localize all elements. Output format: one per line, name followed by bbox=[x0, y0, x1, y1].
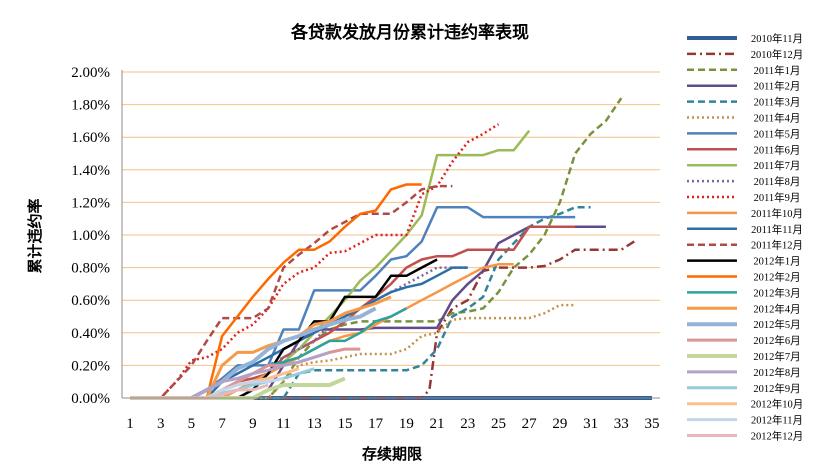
legend-label: 2012年8月 bbox=[753, 366, 800, 379]
x-tick-label: 31 bbox=[583, 416, 598, 432]
y-tick-label: 0.80% bbox=[71, 261, 110, 277]
x-tick-label: 5 bbox=[188, 416, 196, 432]
series-line-22 bbox=[130, 350, 331, 400]
legend-label: 2011年7月 bbox=[754, 159, 801, 172]
series-line-11 bbox=[130, 123, 500, 400]
legend-label: 2011年12月 bbox=[751, 239, 803, 252]
x-tick-label: 29 bbox=[552, 416, 567, 432]
series-line-16 bbox=[130, 183, 422, 400]
chart-title: 各贷款发放月份累计违约率表现 bbox=[290, 22, 529, 43]
legend-label: 2011年10月 bbox=[751, 207, 803, 220]
legend-label: 2012年4月 bbox=[753, 302, 800, 315]
y-tick-label: 1.80% bbox=[71, 98, 110, 114]
x-tick-label: 35 bbox=[645, 416, 660, 432]
x-tick-label: 1 bbox=[126, 416, 134, 432]
legend-label: 2012年9月 bbox=[753, 382, 800, 395]
x-tick-label: 3 bbox=[157, 416, 165, 432]
legend-label: 2011年5月 bbox=[754, 127, 801, 140]
legend-label: 2012年2月 bbox=[753, 271, 800, 284]
y-tick-label: 2.00% bbox=[71, 65, 110, 81]
legend-label: 2010年12月 bbox=[751, 48, 804, 61]
x-axis-ticks: 1 3 5 7 9 11 13 15 17 19 21 23 25 27 29 31 33 35 bbox=[126, 416, 659, 432]
x-tick-label: 7 bbox=[218, 416, 226, 432]
series-line-5 bbox=[130, 206, 591, 400]
y-tick-label: 0.00% bbox=[71, 391, 110, 407]
legend-label: 2011年4月 bbox=[754, 112, 801, 125]
y-tick-label: 0.20% bbox=[71, 358, 110, 374]
y-tick-label: 1.20% bbox=[71, 195, 110, 211]
y-axis-label: 累计违约率 bbox=[26, 198, 44, 273]
legend: 2010年11月 2010年12月 2011年1月 2011年2月 2011年3月 201… bbox=[687, 32, 803, 443]
legend-label: 2012年10月 bbox=[751, 398, 804, 411]
x-tick-label: 19 bbox=[399, 416, 414, 432]
x-tick-label: 11 bbox=[276, 416, 290, 432]
y-tick-label: 1.40% bbox=[71, 163, 110, 179]
series-line-14 bbox=[130, 184, 453, 400]
legend-label: 2012年3月 bbox=[753, 286, 800, 299]
x-axis-label: 存续期限 bbox=[362, 445, 422, 463]
legend-label: 2011年6月 bbox=[754, 143, 801, 156]
y-axis-ticks: 0.00% 0.20% 0.40% 0.60% 0.80% 1.00% 1.20% 1.40%… bbox=[71, 65, 110, 407]
x-tick-label: 21 bbox=[430, 416, 445, 432]
series-line-21 bbox=[130, 376, 346, 400]
y-tick-label: 1.00% bbox=[71, 228, 110, 244]
legend-label: 2011年9月 bbox=[754, 191, 801, 204]
x-tick-label: 9 bbox=[249, 416, 257, 432]
legend-label: 2011年11月 bbox=[751, 223, 803, 236]
x-tick-label: 23 bbox=[460, 416, 475, 432]
legend-label: 2012年6月 bbox=[753, 334, 800, 347]
series-line-8 bbox=[130, 225, 576, 400]
legend-label: 2012年7月 bbox=[753, 350, 800, 363]
y-tick-label: 0.60% bbox=[71, 293, 110, 309]
legend-label: 2011年3月 bbox=[754, 96, 801, 109]
legend-label: 2010年11月 bbox=[751, 32, 803, 45]
series-lines bbox=[130, 97, 652, 400]
x-tick-label: 27 bbox=[522, 416, 538, 432]
y-tick-label: 1.60% bbox=[71, 130, 110, 146]
legend-label: 2012年5月 bbox=[753, 318, 800, 331]
x-tick-label: 25 bbox=[491, 416, 506, 432]
legend-label: 2011年2月 bbox=[754, 80, 801, 93]
x-tick-label: 33 bbox=[614, 416, 629, 432]
y-tick-label: 0.40% bbox=[71, 326, 110, 342]
x-tick-label: 13 bbox=[307, 416, 322, 432]
series-line-2 bbox=[130, 238, 638, 400]
legend-label: 2012年11月 bbox=[751, 414, 803, 427]
series-line-6 bbox=[130, 303, 576, 400]
legend-label: 2011年8月 bbox=[754, 175, 801, 188]
axes bbox=[121, 70, 660, 399]
x-tick-label: 17 bbox=[368, 416, 384, 432]
legend-label: 2012年1月 bbox=[753, 255, 800, 268]
legend-label: 2011年1月 bbox=[754, 64, 801, 77]
legend-label: 2012年12月 bbox=[751, 430, 804, 443]
x-tick-label: 15 bbox=[337, 416, 352, 432]
